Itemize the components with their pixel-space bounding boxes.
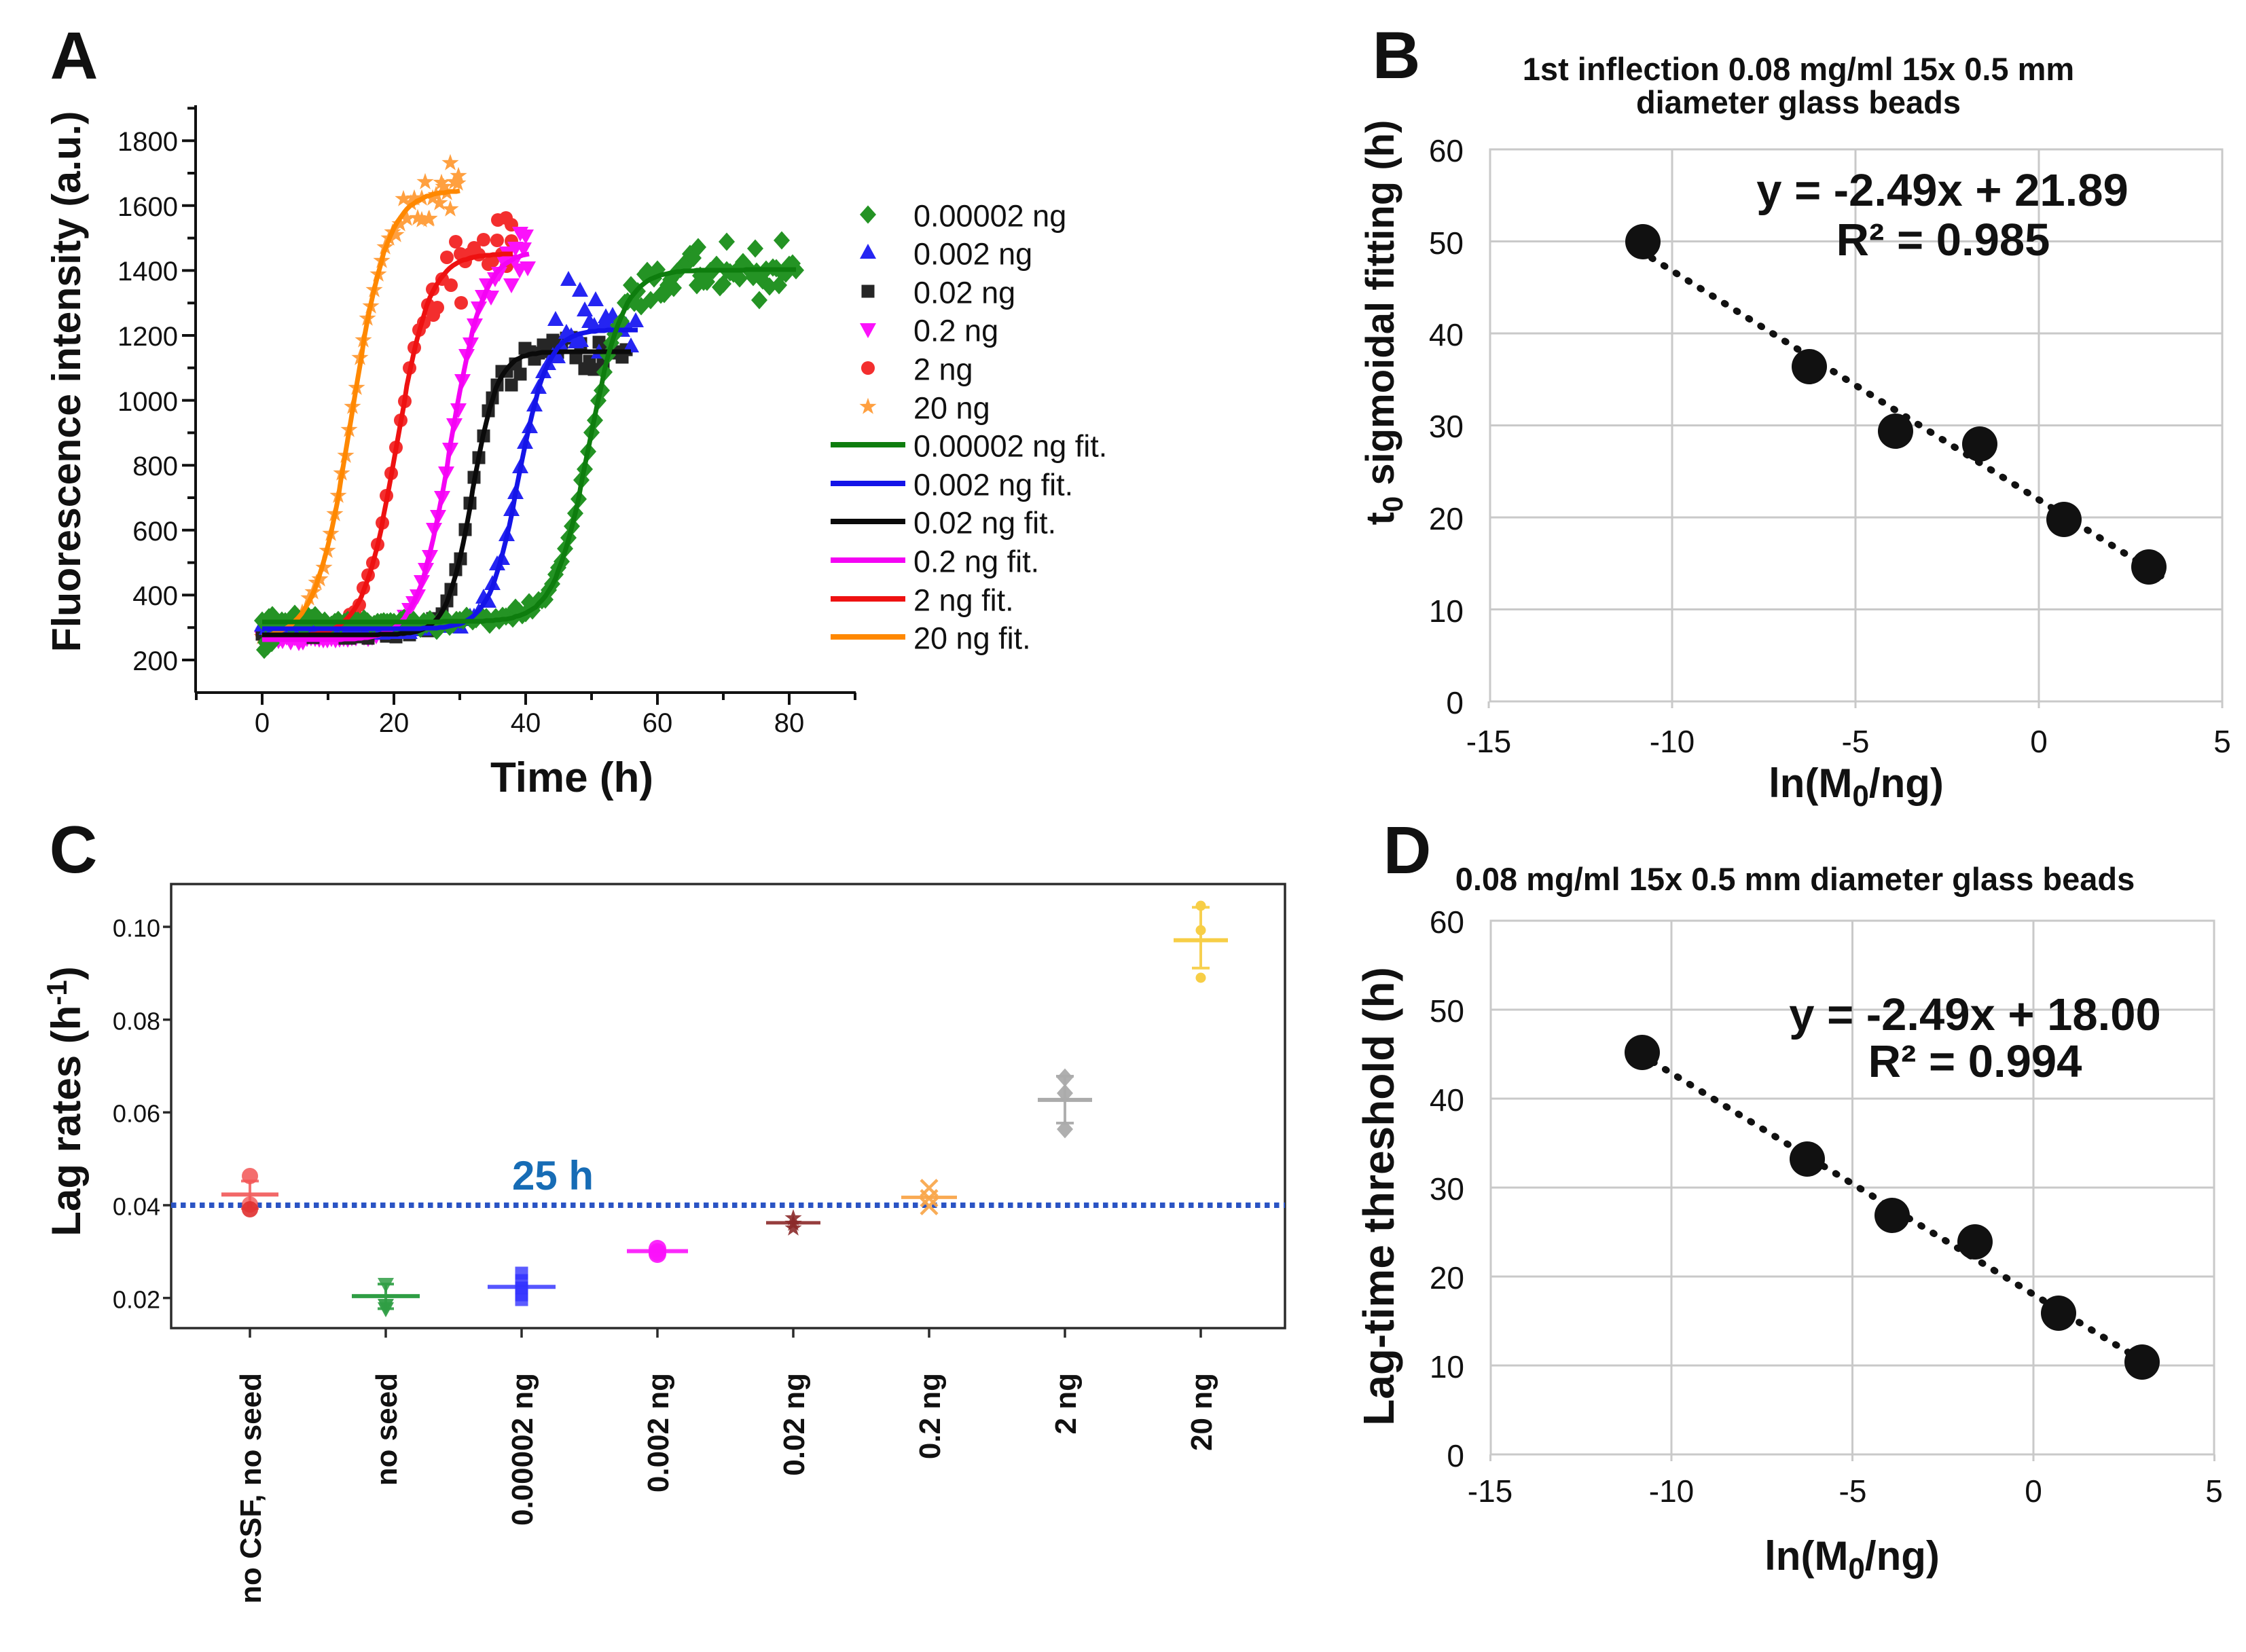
svg-text:-15: -15 (1468, 1473, 1513, 1509)
svg-text:0.02 ng fit.: 0.02 ng fit. (913, 506, 1056, 540)
svg-text:0.00002 ng: 0.00002 ng (506, 1373, 539, 1526)
svg-text:200: 200 (132, 646, 178, 676)
svg-text:10: 10 (1430, 1349, 1464, 1384)
svg-text:40: 40 (1429, 317, 1464, 352)
svg-text:20: 20 (379, 708, 410, 738)
svg-text:0: 0 (2030, 724, 2048, 759)
svg-text:2 ng: 2 ng (1049, 1373, 1083, 1434)
svg-text:-5: -5 (1842, 724, 1870, 759)
svg-text:25 h: 25 h (512, 1153, 594, 1198)
svg-text:0.04: 0.04 (113, 1193, 160, 1221)
svg-text:y = -2.49x + 18.00: y = -2.49x + 18.00 (1789, 989, 2161, 1040)
svg-text:800: 800 (132, 452, 178, 481)
svg-text:Lag-time threshold (h): Lag-time threshold (h) (1354, 967, 1403, 1426)
svg-text:2 ng fit.: 2 ng fit. (913, 583, 1014, 618)
svg-text:20 ng fit.: 20 ng fit. (913, 621, 1031, 656)
svg-text:C: C (50, 812, 98, 887)
svg-text:0.00002 ng fit.: 0.00002 ng fit. (913, 429, 1107, 464)
svg-text:0.08 mg/ml 15x 0.5 mm diameter: 0.08 mg/ml 15x 0.5 mm diameter glass bea… (1455, 861, 2135, 897)
svg-text:0.002 ng: 0.002 ng (642, 1373, 675, 1492)
svg-text:50: 50 (1430, 993, 1464, 1029)
svg-text:50: 50 (1429, 225, 1464, 261)
svg-text:1200: 1200 (117, 322, 178, 352)
svg-text:0: 0 (255, 708, 270, 738)
svg-text:60: 60 (1430, 904, 1464, 940)
svg-text:-15: -15 (1466, 724, 1511, 759)
svg-text:5: 5 (2205, 1473, 2223, 1509)
svg-text:0.02: 0.02 (113, 1286, 160, 1314)
svg-text:Fluorescence intensity (a.u.): Fluorescence intensity (a.u.) (44, 111, 89, 653)
svg-text:5: 5 (2213, 724, 2231, 759)
svg-text:40: 40 (1430, 1082, 1464, 1118)
svg-text:0.06: 0.06 (113, 1100, 160, 1128)
svg-text:1800: 1800 (117, 127, 178, 157)
svg-text:10: 10 (1429, 593, 1464, 629)
svg-text:30: 30 (1429, 409, 1464, 444)
svg-text:0.02 ng: 0.02 ng (913, 276, 1015, 310)
svg-text:2 ng: 2 ng (913, 352, 973, 387)
svg-text:A: A (50, 18, 98, 93)
svg-text:1600: 1600 (117, 192, 178, 222)
svg-text:D: D (1383, 813, 1432, 887)
svg-text:0.2 ng: 0.2 ng (913, 1373, 947, 1459)
svg-text:no seed: no seed (370, 1373, 403, 1486)
svg-text:0.08: 0.08 (113, 1008, 160, 1035)
svg-text:20 ng: 20 ng (1185, 1373, 1218, 1451)
svg-text:0.02 ng: 0.02 ng (778, 1373, 811, 1476)
svg-text:1st inflection 0.08 mg/ml 15x: 1st inflection 0.08 mg/ml 15x 0.5 mm (1523, 51, 2074, 87)
svg-text:0.00002 ng: 0.00002 ng (913, 199, 1066, 234)
svg-text:20: 20 (1429, 501, 1464, 536)
svg-text:30: 30 (1430, 1171, 1464, 1207)
svg-text:0: 0 (1446, 685, 1464, 720)
svg-text:B: B (1373, 18, 1421, 92)
svg-text:Lag rates (h-1): Lag rates (h-1) (41, 966, 89, 1236)
svg-text:400: 400 (132, 581, 178, 611)
svg-text:1000: 1000 (117, 387, 178, 417)
svg-text:0: 0 (1447, 1438, 1464, 1473)
svg-text:0.002 ng: 0.002 ng (913, 237, 1032, 272)
svg-text:20 ng: 20 ng (913, 391, 990, 426)
svg-text:0.002 ng fit.: 0.002 ng fit. (913, 468, 1073, 502)
svg-text:80: 80 (774, 708, 805, 738)
svg-text:40: 40 (511, 708, 541, 738)
svg-text:20: 20 (1430, 1260, 1464, 1296)
svg-text:no CSF, no seed: no CSF, no seed (234, 1373, 268, 1604)
svg-text:diameter glass beads: diameter glass beads (1636, 84, 1961, 120)
svg-text:0: 0 (2025, 1473, 2042, 1509)
svg-text:0.10: 0.10 (113, 915, 160, 942)
svg-text:600: 600 (132, 517, 178, 547)
svg-text:0.2 ng fit.: 0.2 ng fit. (913, 545, 1039, 579)
svg-text:60: 60 (1429, 133, 1464, 168)
svg-text:R² = 0.985: R² = 0.985 (1836, 215, 2050, 265)
svg-text:t0 sigmoidal fitting (h): t0 sigmoidal fitting (h) (1358, 120, 1409, 526)
svg-text:0.2 ng: 0.2 ng (913, 314, 998, 348)
svg-text:-5: -5 (1839, 1473, 1867, 1509)
svg-text:-10: -10 (1650, 724, 1695, 759)
svg-text:R² = 0.994: R² = 0.994 (1868, 1036, 2082, 1087)
svg-text:y = -2.49x + 21.89: y = -2.49x + 21.89 (1756, 165, 2129, 216)
svg-text:Time (h): Time (h) (490, 754, 653, 801)
svg-text:-10: -10 (1649, 1473, 1694, 1509)
svg-text:60: 60 (642, 708, 673, 738)
svg-text:1400: 1400 (117, 257, 178, 287)
svg-text:ln(M0/ng): ln(M0/ng) (1764, 1533, 1940, 1585)
